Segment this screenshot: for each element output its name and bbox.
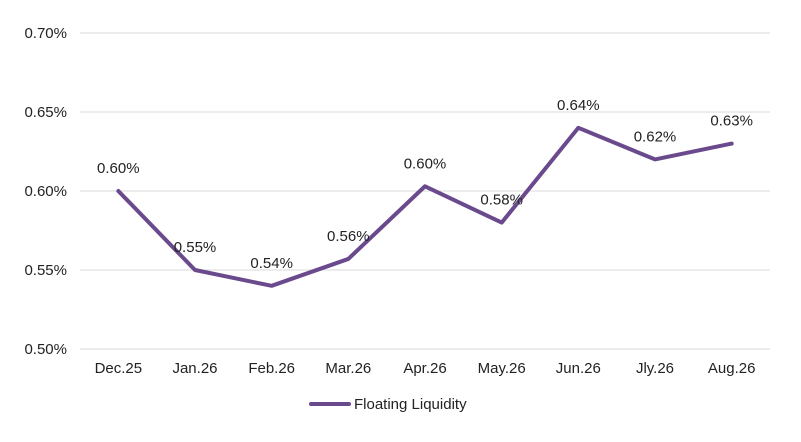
y-tick-label: 0.60% [24, 183, 67, 200]
y-tick-label: 0.70% [24, 25, 67, 42]
x-tick-label: Mar.26 [325, 360, 371, 377]
x-tick-label: Dec.25 [95, 360, 143, 377]
x-tick-label: Aug.26 [708, 360, 756, 377]
data-label: 0.60% [404, 155, 447, 172]
data-label: 0.64% [557, 97, 600, 114]
legend: Floating Liquidity [309, 396, 467, 413]
data-label: 0.62% [634, 128, 677, 145]
data-label: 0.56% [327, 228, 370, 245]
x-tick-label: Jun.26 [556, 360, 601, 377]
x-tick-label: Jly.26 [636, 360, 674, 377]
y-tick-label: 0.65% [24, 104, 67, 121]
gridlines [80, 32, 770, 350]
y-tick-label: 0.50% [24, 341, 67, 358]
data-label: 0.58% [480, 192, 523, 209]
x-tick-label: Jan.26 [172, 360, 217, 377]
x-tick-label: May.26 [478, 360, 526, 377]
data-label: 0.63% [710, 113, 753, 130]
x-tick-label: Apr.26 [403, 360, 446, 377]
data-labels: 0.60% 0.55% 0.54% 0.56% 0.60% 0.58% 0.64% 0.62%… [97, 97, 753, 272]
data-label: 0.60% [97, 160, 140, 177]
y-axis-ticks: 0.50% 0.55% 0.60% 0.65% 0.70% [24, 25, 67, 358]
series-layer [116, 125, 734, 288]
series-line [116, 125, 734, 288]
x-axis-ticks: Dec.25 Jan.26 Feb.26 Mar.26 Apr.26 May.26 Jun.… [95, 360, 756, 377]
legend-label: Floating Liquidity [354, 396, 467, 413]
x-tick-label: Feb.26 [248, 360, 295, 377]
data-label: 0.54% [250, 255, 293, 272]
y-tick-label: 0.55% [24, 262, 67, 279]
data-label: 0.55% [174, 239, 217, 256]
